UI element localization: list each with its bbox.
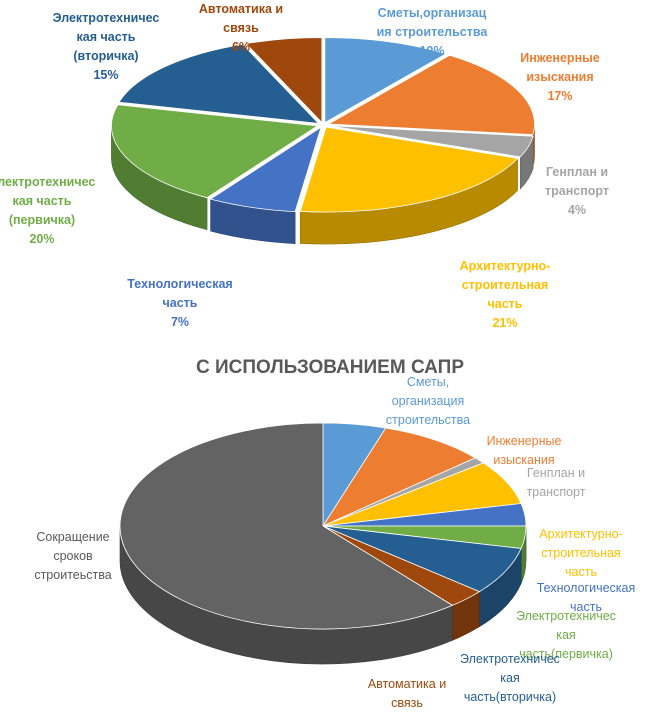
slice-инженерные-изыскания	[327, 54, 535, 136]
slice-архитектурно-строительная-часть	[299, 126, 519, 213]
slice-сокращение-сроков-строитеьства	[119, 422, 454, 630]
data-label-архитектурно-строительная-часть: Архитектурно-строительная часть 21%	[460, 259, 551, 330]
slice-сметы-организация-строительства	[324, 37, 447, 124]
data-label-технологическая-часть: Технологическая часть 7%	[127, 277, 232, 329]
data-label-архитектурно-строительная-часть: Архитектурно-строительная часть	[539, 527, 622, 579]
pie-chart-with-cad: Сметы, организация строительства Инженерные…	[34, 375, 635, 710]
slice-генплан-и-транспорт	[328, 125, 534, 158]
slice-технологическая-часть	[209, 126, 322, 213]
slice-инженерные-изыскания	[321, 427, 477, 527]
slice-электротехническая-часть-вторичка	[322, 525, 522, 593]
data-label-инженерные-изыскания: Инженерные изыскания	[487, 434, 562, 467]
data-label-сокращение-сроков-строитеьства: Сокращение сроков строитеьства	[34, 530, 111, 582]
data-label-генплан-и-транспорт: Генплан и транспорт 4%	[545, 165, 609, 217]
pie-chart-without-cad: Сметы,организац ия строительства 10% Инжене…	[0, 2, 609, 330]
slice-электротехническая-часть-первичка	[111, 104, 319, 199]
data-label-сметы-организация-строительства: Сметы, организация строительства	[386, 375, 470, 427]
data-label-автоматика-и-связь: Автоматика и связь 6%	[199, 2, 283, 54]
data-label-генплан-и-транспорт: Генплан и транспорт	[527, 466, 586, 499]
data-label-инженерные-изыскания: Инженерные изыскания 17%	[520, 51, 600, 103]
data-label-сметы-организация-строительства: Сметы,организац ия строительства 10%	[377, 6, 489, 58]
slice-автоматика-и-связь	[245, 37, 323, 124]
data-label-электротехническая-часть-первичка: Электротехничес кая часть(первичка)	[516, 609, 616, 661]
data-label-технологическая-часть: Технологическая часть	[537, 581, 636, 614]
slice-электротехническая-часть-вторичка	[118, 43, 320, 124]
data-label-электротехническая-часть-вторичка: Электротехничес кая часть (вторичка) 15%	[53, 11, 160, 82]
data-label-автоматика-и-связь: Автоматика и связь	[368, 677, 446, 710]
data-label-электротехническая-часть-вторичка: Электротехничес кая часть(вторичка)	[460, 652, 560, 704]
chart-title: С ИСПОЛЬЗОВАНИЕМ САПР	[196, 357, 464, 378]
